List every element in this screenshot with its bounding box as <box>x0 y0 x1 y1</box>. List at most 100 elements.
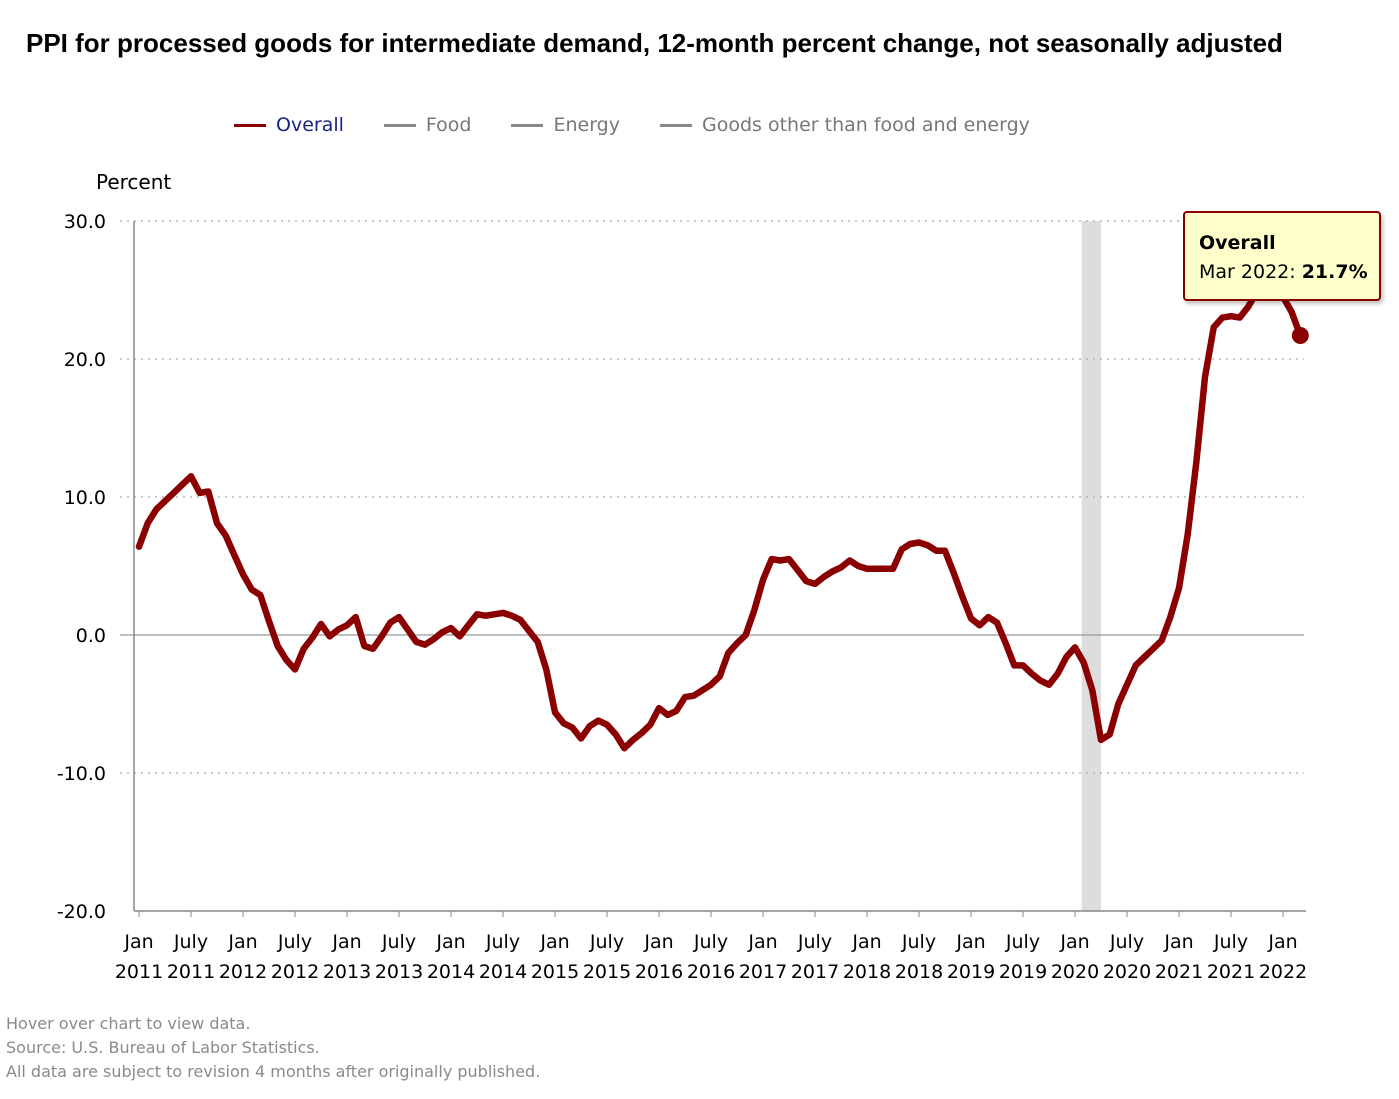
legend-item-energy[interactable]: Energy <box>511 114 620 136</box>
data-point[interactable] <box>1287 307 1297 317</box>
data-point[interactable] <box>1044 680 1054 690</box>
data-point[interactable] <box>455 631 465 641</box>
data-point[interactable] <box>1209 322 1219 332</box>
data-point[interactable] <box>247 584 257 594</box>
data-point[interactable] <box>264 616 274 626</box>
data-point[interactable] <box>654 703 664 713</box>
data-point[interactable] <box>576 734 586 744</box>
data-point[interactable] <box>333 624 343 634</box>
data-point[interactable] <box>299 644 309 654</box>
data-point[interactable] <box>671 706 681 716</box>
data-point[interactable] <box>169 488 179 498</box>
data-point[interactable] <box>723 648 733 658</box>
data-point[interactable] <box>290 665 300 675</box>
data-point[interactable] <box>1027 669 1037 679</box>
data-point[interactable] <box>637 728 647 738</box>
data-point[interactable] <box>1113 699 1123 709</box>
data-point[interactable] <box>229 550 239 560</box>
data-point[interactable] <box>801 576 811 586</box>
data-point[interactable] <box>741 630 751 640</box>
data-point[interactable] <box>1139 652 1149 662</box>
data-point[interactable] <box>1035 676 1045 686</box>
data-point[interactable] <box>411 637 421 647</box>
data-point[interactable] <box>385 618 395 628</box>
data-point[interactable] <box>1009 660 1019 670</box>
data-point[interactable] <box>879 564 889 574</box>
data-point[interactable] <box>819 572 829 582</box>
data-point[interactable] <box>481 611 491 621</box>
data-point[interactable] <box>186 471 196 481</box>
data-point[interactable] <box>914 538 924 548</box>
data-point[interactable] <box>715 671 725 681</box>
data-point[interactable] <box>541 665 551 675</box>
data-point[interactable] <box>1131 660 1141 670</box>
data-point[interactable] <box>143 518 153 528</box>
data-point[interactable] <box>507 611 517 621</box>
data-point[interactable] <box>394 612 404 622</box>
data-point[interactable] <box>1217 313 1227 323</box>
data-point[interactable] <box>1053 669 1063 679</box>
data-point[interactable] <box>151 504 161 514</box>
data-point[interactable] <box>1070 642 1080 652</box>
data-point[interactable] <box>767 554 777 564</box>
data-point[interactable] <box>533 637 543 647</box>
data-point[interactable] <box>1122 680 1132 690</box>
data-point[interactable] <box>212 518 222 528</box>
data-point[interactable] <box>784 554 794 564</box>
data-point[interactable] <box>862 564 872 574</box>
highlighted-data-point[interactable] <box>1291 327 1309 345</box>
data-point[interactable] <box>307 633 317 643</box>
data-point[interactable] <box>472 609 482 619</box>
data-point[interactable] <box>697 685 707 695</box>
data-point[interactable] <box>992 618 1002 628</box>
data-point[interactable] <box>559 718 569 728</box>
data-point[interactable] <box>420 640 430 650</box>
data-point[interactable] <box>897 544 907 554</box>
data-point[interactable] <box>1079 658 1089 668</box>
data-point[interactable] <box>489 609 499 619</box>
data-point[interactable] <box>273 641 283 651</box>
data-point[interactable] <box>524 626 534 636</box>
data-point[interactable] <box>316 619 326 629</box>
data-point[interactable] <box>134 542 144 552</box>
data-point[interactable] <box>680 692 690 702</box>
data-point[interactable] <box>160 496 170 506</box>
legend-item-overall[interactable]: Overall <box>234 114 344 136</box>
data-point[interactable] <box>429 634 439 644</box>
data-point[interactable] <box>377 631 387 641</box>
data-point[interactable] <box>706 680 716 690</box>
legend-item-goods-other-than-food-and-energy[interactable]: Goods other than food and energy <box>660 114 1030 136</box>
data-point[interactable] <box>628 735 638 745</box>
data-point[interactable] <box>810 579 820 589</box>
data-point[interactable] <box>1001 638 1011 648</box>
data-point[interactable] <box>498 608 508 618</box>
data-point[interactable] <box>1174 583 1184 593</box>
data-point[interactable] <box>368 644 378 654</box>
data-point[interactable] <box>1243 302 1253 312</box>
data-point[interactable] <box>1165 612 1175 622</box>
data-point[interactable] <box>983 612 993 622</box>
data-point[interactable] <box>1148 644 1158 654</box>
data-point[interactable] <box>1235 313 1245 323</box>
data-point[interactable] <box>611 729 621 739</box>
data-point[interactable] <box>342 620 352 630</box>
data-point[interactable] <box>359 641 369 651</box>
data-point[interactable] <box>593 716 603 726</box>
data-point[interactable] <box>1018 660 1028 670</box>
data-point[interactable] <box>1087 685 1097 695</box>
data-point[interactable] <box>437 627 447 637</box>
data-point[interactable] <box>758 575 768 585</box>
data-point[interactable] <box>749 605 759 615</box>
data-point[interactable] <box>602 720 612 730</box>
data-point[interactable] <box>975 620 985 630</box>
data-point[interactable] <box>1157 636 1167 646</box>
data-point[interactable] <box>567 722 577 732</box>
data-point[interactable] <box>585 721 595 731</box>
legend-item-food[interactable]: Food <box>383 114 471 136</box>
data-point[interactable] <box>446 623 456 633</box>
data-point[interactable] <box>645 720 655 730</box>
data-point[interactable] <box>888 564 898 574</box>
data-point[interactable] <box>351 612 361 622</box>
data-point[interactable] <box>463 620 473 630</box>
